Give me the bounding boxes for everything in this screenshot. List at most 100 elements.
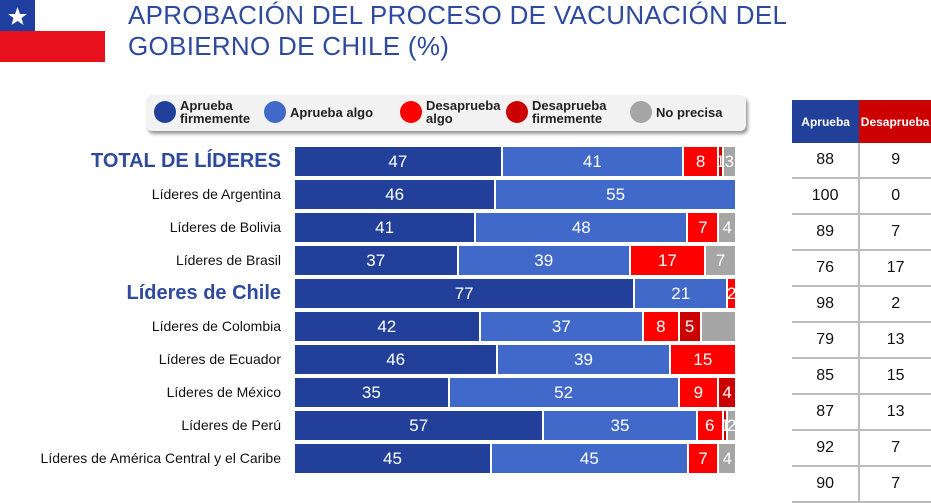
desaprueba-value: 15 [859,358,931,395]
legend-item: Aprueba firmemente [154,98,270,126]
aprueba-value: 92 [792,430,861,467]
desaprueba-value: 9 [859,143,931,179]
desaprueba-value: 7 [859,430,931,467]
bar-segment: 77 [295,279,636,308]
bar-segment: 52 [449,378,680,407]
bar-segment: 1 [719,147,724,176]
category-label: Líderes de Colombia [151,318,281,334]
legend: Aprueba firmemente Aprueba algo Desaprueba… [146,95,746,131]
bar-segment: 8 [683,147,720,176]
table-row: 85 15 [792,358,931,395]
bar-segment: 6 [697,411,724,440]
legend-swatch [154,101,176,123]
page-title: APROBACIÓN DEL PROCESO DE VACUNACIÓN DEL… [128,0,787,61]
bar-segment: 37 [480,312,645,341]
bar-segment: 2 [728,279,737,308]
legend-swatch [400,101,422,123]
bar-segment: 48 [476,213,689,242]
bar-segment: 47 [295,147,503,176]
aprueba-value: 89 [792,214,861,251]
aprueba-value: 87 [792,394,861,431]
header-desaprueba: Desaprueba [859,100,931,143]
table-row: 100 0 [792,178,931,215]
bar-segment: 39 [458,246,631,275]
category-label: Líderes de Argentina [151,186,281,202]
bar-segment: 41 [502,147,684,176]
bar-segment: 4 [719,378,737,407]
bar-row: 35 52 9 4 [295,378,737,407]
legend-item: Desaprueba algo [400,98,516,126]
desaprueba-value: 17 [859,250,931,287]
table-row: 90 7 [792,466,931,503]
bar-segment: 35 [544,411,698,440]
bar-segment: 5 [679,312,702,341]
legend-label: Desaprueba algo [426,98,501,126]
legend-label: Aprueba algo [290,104,374,120]
bar-row: 41 48 7 4 [295,213,737,242]
aprueba-value: 90 [792,466,861,503]
bar-segment: 4 [719,213,737,242]
table-row: 76 17 [792,250,931,287]
bar-row: 42 37 8 5 [295,312,737,341]
category-label: Líderes de Perú [181,417,281,433]
desaprueba-value: 7 [859,466,931,503]
bar-segment: 9 [679,378,720,407]
bar-row: 46 55 [295,180,737,209]
aprueba-value: 98 [792,286,861,323]
bar-segment: 3 [723,147,737,176]
bar-segment: 15 [670,345,737,374]
bar-segment: 17 [630,246,707,275]
table-row: 98 2 [792,286,931,323]
desaprueba-value: 13 [859,322,931,359]
bar-segment: 46 [295,180,497,209]
bar-segment: 2 [728,411,737,440]
bar-row: 5735612 [295,411,737,440]
legend-item: No precisa [630,98,722,126]
category-label: Líderes de Chile [126,282,282,304]
bar-segment: 39 [498,345,671,374]
bar-segment: 8 [644,312,680,341]
legend-swatch [630,101,652,123]
legend-item: Aprueba algo [264,98,373,126]
bar-segment: 4 [719,444,737,473]
bar-row: 77212 [295,279,737,308]
table-row: 89 7 [792,214,931,251]
aprueba-value: 88 [792,143,861,179]
aprueba-value: 85 [792,358,861,395]
aprueba-value: 76 [792,250,861,287]
table-row: 88 9 [792,143,931,179]
table-row: 79 13 [792,322,931,359]
bar-row: 46 39 15 [295,345,737,374]
bar-segment: 21 [635,279,729,308]
category-label: Líderes de México [166,384,281,400]
bar-segment: 57 [295,411,545,440]
desaprueba-value: 0 [859,178,931,215]
legend-label: No precisa [656,104,723,120]
bar-segment: 46 [295,345,499,374]
category-label: Líderes de Ecuador [158,351,281,367]
category-label: Líderes de Bolivia [169,219,281,235]
table-row: 92 7 [792,430,931,467]
bar-segment: 42 [295,312,481,341]
header-aprueba: Aprueba [792,100,860,143]
bar-segment: 37 [295,246,459,275]
bar-segment: 7 [688,213,720,242]
bar-segment: 41 [295,213,477,242]
bar-segment: 45 [491,444,689,473]
bar-segment: 45 [295,444,492,473]
legend-item: Desaprueba firmemente [506,98,622,126]
bar-segment: 7 [688,444,720,473]
bar-row: 45 45 7 4 [295,444,737,473]
bar-row: 4741813 [295,147,737,176]
category-label: TOTAL DE LÍDERES [90,150,281,172]
legend-label: Aprueba firmemente [180,98,251,126]
bar-row: 37 39 17 7 [295,246,737,275]
table-row: 87 13 [792,394,931,431]
bar-segment: 35 [295,378,450,407]
bar-segment: 1 [723,411,729,440]
desaprueba-value: 13 [859,394,931,431]
chile-flag [0,0,105,62]
desaprueba-value: 2 [859,286,931,323]
bar-segment: 55 [496,180,737,209]
bar-segment: 7 [706,246,737,275]
